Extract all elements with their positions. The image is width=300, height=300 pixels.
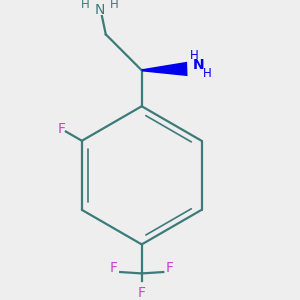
Text: N: N bbox=[95, 2, 105, 16]
Text: H: H bbox=[81, 0, 89, 11]
Text: F: F bbox=[110, 261, 118, 275]
Text: F: F bbox=[165, 261, 173, 275]
Text: F: F bbox=[58, 122, 65, 136]
Polygon shape bbox=[142, 62, 188, 76]
Text: H: H bbox=[110, 0, 119, 11]
Text: H: H bbox=[190, 49, 199, 62]
Text: H: H bbox=[203, 68, 212, 80]
Text: N: N bbox=[193, 58, 204, 72]
Text: F: F bbox=[138, 286, 146, 300]
